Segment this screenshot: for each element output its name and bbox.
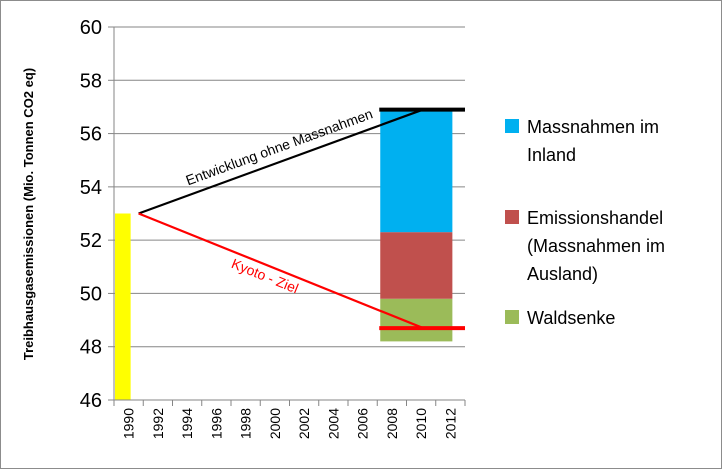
x-tick-label: 1992 [150,408,166,439]
legend-label: Emissionshandel [527,208,663,228]
y-tick-label: 60 [80,17,102,39]
x-tick-label: 1996 [208,408,224,439]
legend-swatch [505,119,519,133]
x-tick-labels: 1990 1992 1994 1996 1998 2000 2002 2004 2006 2008… [121,408,459,439]
legend-label: Waldsenke [527,308,615,328]
y-tick-label: 56 [80,124,102,146]
x-tick-label: 2004 [325,408,341,439]
y-tick-label: 46 [80,390,102,412]
y-tick-label: 58 [80,70,102,92]
legend-swatch [505,210,519,224]
legend-label: Ausland) [527,264,598,284]
x-tick-label: 2008 [384,408,400,439]
bar-segment-waldsenke [380,298,453,342]
y-axis-label: Treibhausgasemissionen (Mio. Tonnen CO2 … [21,68,36,360]
axes [108,26,466,406]
trend-line-kyoto [138,212,424,330]
trend-lines [138,107,465,331]
legend: Massnahmen im Inland Emissionshandel (Massn… [505,117,665,328]
x-tick-label: 1998 [238,408,254,439]
y-tick-label: 50 [80,283,102,305]
y-tick-label: 54 [80,177,102,199]
legend-label: Massnahmen im [527,117,659,137]
legend-swatch [505,310,519,324]
bar-1990 [115,213,131,400]
x-tick-label: 2012 [442,408,458,439]
trend-line-entwicklung [138,108,424,215]
bar-segment-emissionshandel [380,232,453,299]
x-tick-label: 2002 [296,408,312,439]
x-tick-label: 2000 [267,408,283,439]
legend-label: (Massnahmen im [527,236,665,256]
legend-label: Inland [527,145,576,165]
bars [115,109,453,400]
x-tick-label: 2010 [413,408,429,439]
x-tick-label: 2006 [355,408,371,439]
annotation-entwicklung: Entwicklung ohne Massnahmen [184,105,375,188]
bar-segment-massnahmen [380,109,453,233]
annotation-kyoto-ziel: Kyoto - Ziel [229,255,301,296]
y-tick-labels: 46 48 50 52 54 56 58 60 [80,17,102,412]
x-tick-label: 1994 [179,408,195,439]
x-tick-label: 1990 [121,408,137,439]
y-tick-label: 52 [80,230,102,252]
y-tick-label: 48 [80,337,102,359]
